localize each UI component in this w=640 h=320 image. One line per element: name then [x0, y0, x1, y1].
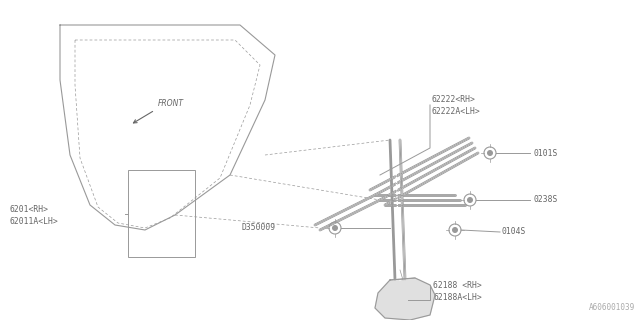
Text: 62188A<LH>: 62188A<LH> — [433, 292, 482, 301]
Text: 62222A<LH>: 62222A<LH> — [432, 108, 481, 116]
Text: 62188 <RH>: 62188 <RH> — [433, 281, 482, 290]
Text: 6201<RH>: 6201<RH> — [10, 205, 49, 214]
Polygon shape — [375, 278, 435, 320]
Text: 0238S: 0238S — [533, 196, 557, 204]
Text: 0101S: 0101S — [533, 148, 557, 157]
Circle shape — [332, 225, 338, 231]
Circle shape — [467, 197, 473, 203]
Circle shape — [452, 227, 458, 233]
Circle shape — [487, 150, 493, 156]
Bar — [128, 170, 195, 257]
Text: FRONT: FRONT — [158, 99, 184, 108]
Text: 62011A<LH>: 62011A<LH> — [10, 218, 59, 227]
Text: A606001039: A606001039 — [589, 303, 635, 312]
Text: D350009: D350009 — [242, 223, 276, 233]
Text: 62222<RH>: 62222<RH> — [432, 95, 476, 105]
Text: 0104S: 0104S — [502, 228, 526, 236]
